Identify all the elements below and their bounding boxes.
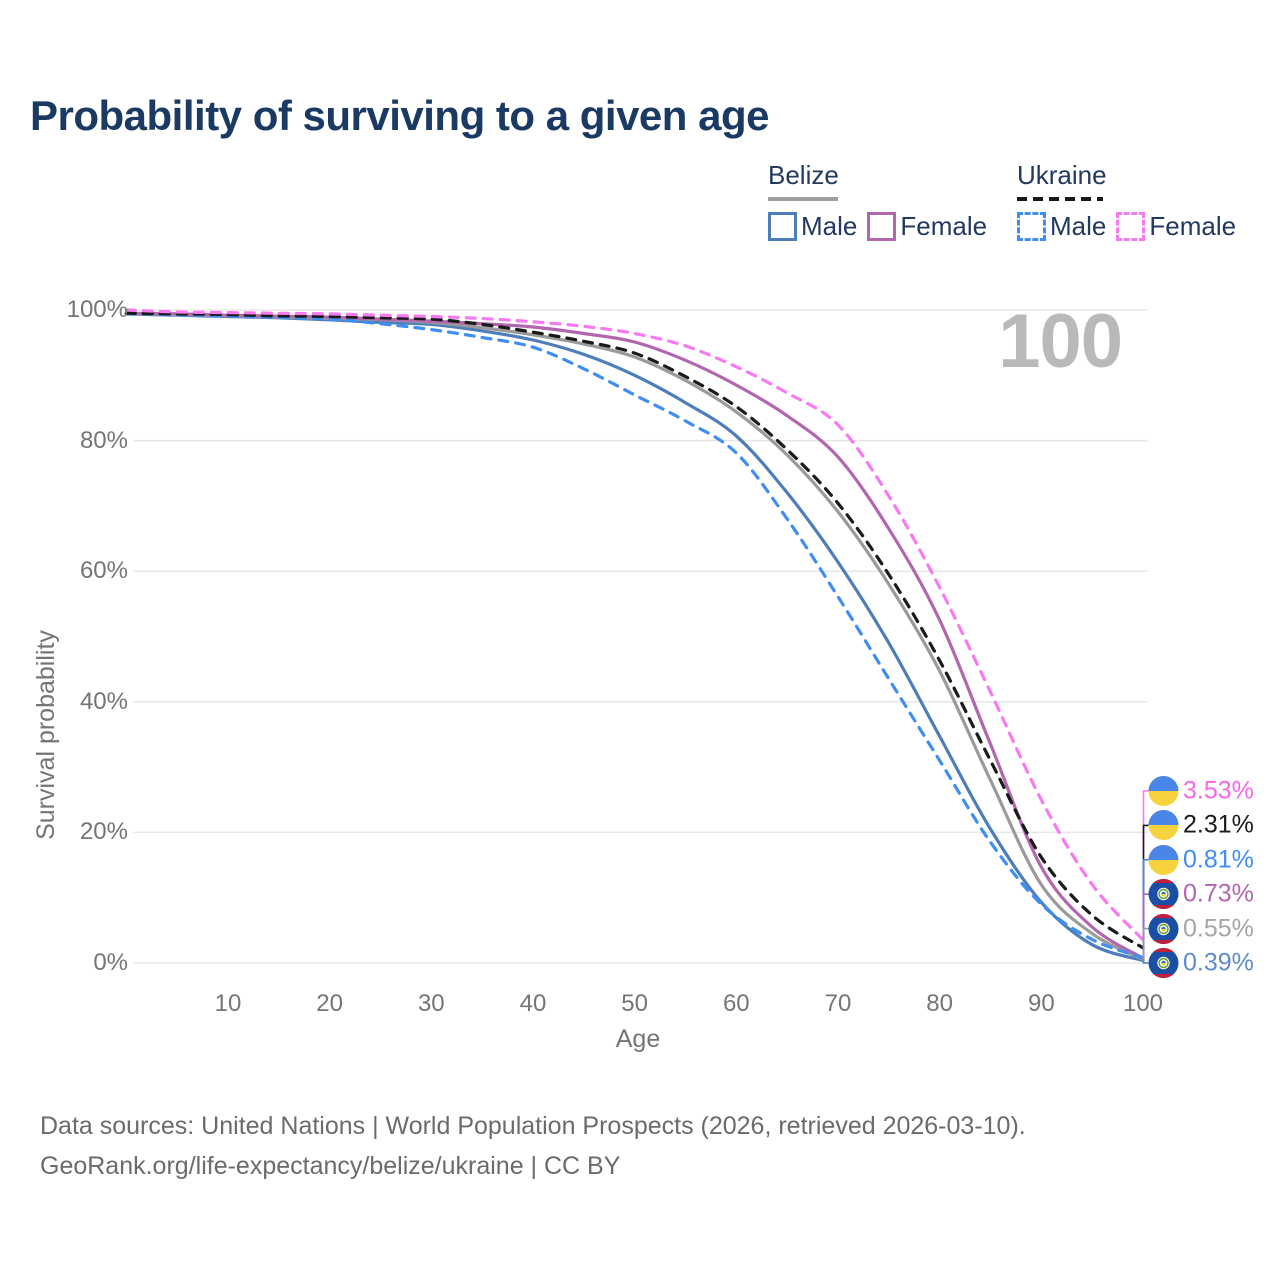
legend-item-ukraine-male[interactable]: Male: [1017, 211, 1106, 242]
legend-label-belize-male: Male: [801, 211, 858, 241]
legend-country-belize[interactable]: Belize: [768, 160, 839, 190]
end-label-row-belize-female: 0.73%: [1148, 879, 1254, 910]
belize-flag-icon: [1148, 913, 1179, 944]
legend-label-belize-female: Female: [900, 211, 988, 241]
end-label-row-ukraine-male: 0.81%: [1148, 844, 1254, 875]
legend-row-belize: Male Female: [768, 211, 987, 242]
series-line-ukraine: [124, 311, 1145, 950]
y-tick-label: 80%: [79, 426, 128, 454]
ukraine-male-swatch-icon: [1017, 212, 1046, 241]
end-connector-belize-male: [1142, 960, 1149, 964]
end-value-label: 2.31%: [1183, 810, 1254, 839]
series-line-belize: [124, 312, 1145, 961]
legend-row-ukraine: Male Female: [1017, 211, 1236, 242]
series-line-ukraine-female: [124, 308, 1145, 942]
belize-female-swatch-icon: [867, 212, 897, 241]
series-line-ukraine-male: [124, 312, 1145, 960]
belize-flag-icon: [1148, 879, 1179, 910]
x-tick-label: 100: [1122, 990, 1164, 1017]
x-tick-label: 80: [926, 990, 954, 1017]
end-label-row-belize: 0.55%: [1148, 913, 1254, 944]
end-value-label: 0.81%: [1183, 845, 1254, 874]
legend-group-belize: Belize Male Female: [768, 160, 987, 242]
legend-rule-ukraine-dashed: [1017, 197, 1103, 201]
y-tick-label: 100%: [66, 296, 128, 323]
legend-rule-belize-solid: [768, 197, 838, 201]
legend-country-ukraine[interactable]: Ukraine: [1017, 160, 1107, 190]
y-tick-label: 40%: [79, 687, 128, 715]
age-watermark: 100: [998, 299, 1123, 384]
belize-male-swatch-icon: [768, 212, 797, 241]
legend-item-belize-female[interactable]: Female: [867, 211, 987, 242]
legend-group-ukraine: Ukraine Male Female: [1017, 160, 1236, 242]
ukraine-flag-icon: [1148, 810, 1179, 841]
end-label-row-ukraine: 2.31%: [1148, 810, 1254, 841]
x-tick-label: 30: [417, 990, 445, 1017]
x-tick-label: 20: [316, 990, 343, 1017]
y-tick-label: 60%: [79, 557, 128, 585]
x-axis-title: Age: [615, 1025, 661, 1053]
x-tick-label: 60: [722, 990, 750, 1017]
end-label-row-belize-male: 0.39%: [1148, 947, 1254, 979]
y-axis-title: Survival probability: [32, 630, 60, 840]
x-tick-label: 10: [214, 990, 242, 1017]
legend-label-ukraine-female: Female: [1149, 211, 1237, 241]
y-tick-label: 20%: [79, 818, 128, 846]
legend-item-ukraine-female[interactable]: Female: [1116, 211, 1236, 242]
belize-flag-icon: [1148, 947, 1179, 979]
ukraine-female-swatch-icon: [1116, 212, 1146, 241]
end-label-row-ukraine-female: 3.53%: [1148, 775, 1254, 807]
footer-line-sources: Data sources: United Nations | World Pop…: [40, 1112, 1026, 1140]
footer-attribution: Data sources: United Nations | World Pop…: [40, 1106, 1026, 1186]
y-tick-label: 0%: [93, 949, 128, 976]
legend-label-ukraine-male: Male: [1050, 211, 1107, 241]
x-tick-label: 90: [1027, 990, 1055, 1017]
end-value-label: 0.55%: [1183, 914, 1254, 943]
end-connector-belize: [1142, 927, 1149, 960]
page-title: Probability of surviving to a given age: [30, 92, 769, 139]
series-line-belize-male: [124, 312, 1145, 963]
end-value-label: 3.53%: [1183, 776, 1254, 805]
end-value-label: 0.39%: [1183, 948, 1254, 977]
ukraine-flag-icon: [1148, 844, 1179, 875]
end-value-label: 0.73%: [1183, 879, 1254, 908]
x-tick-label: 50: [621, 990, 648, 1017]
x-tick-label: 70: [824, 990, 852, 1017]
footer-line-license: GeoRank.org/life-expectancy/belize/ukrai…: [40, 1152, 621, 1180]
legend-item-belize-male[interactable]: Male: [768, 211, 857, 242]
series-line-belize-female: [124, 311, 1145, 960]
ukraine-flag-icon: [1148, 775, 1179, 807]
x-tick-label: 40: [519, 990, 547, 1017]
